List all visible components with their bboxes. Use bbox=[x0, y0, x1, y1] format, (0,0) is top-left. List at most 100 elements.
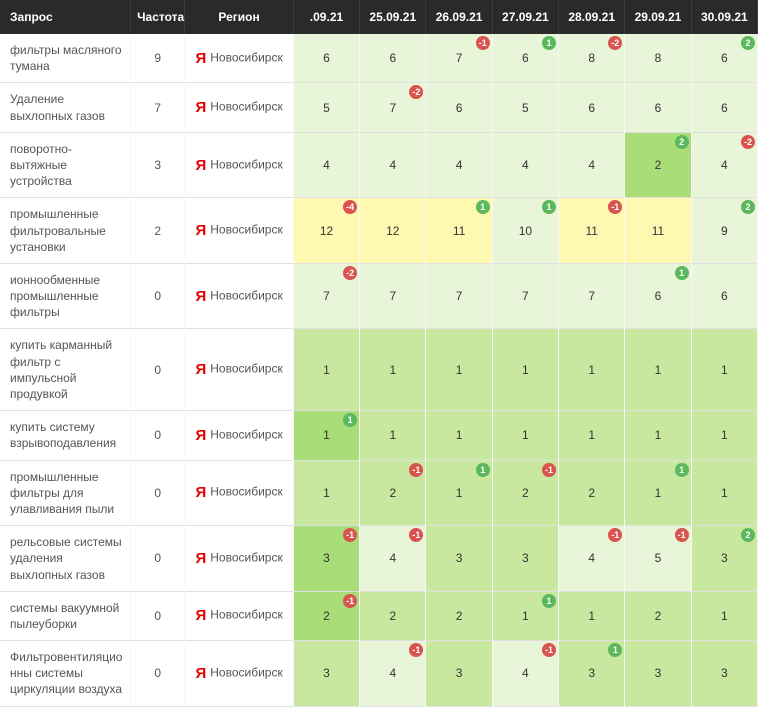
rank-cell[interactable]: 1 bbox=[559, 411, 625, 460]
rank-cell[interactable]: 4-1 bbox=[559, 526, 625, 592]
rank-cell[interactable]: 1 bbox=[691, 591, 757, 640]
query-cell[interactable]: Удаление выхлопных газов bbox=[0, 83, 131, 132]
query-cell[interactable]: системы вакуумной пылеуборки bbox=[0, 591, 131, 640]
query-cell[interactable]: ионнообменные промышленные фильтры bbox=[0, 263, 131, 329]
rank-cell[interactable]: 8-2 bbox=[559, 34, 625, 83]
delta-up-badge: 2 bbox=[741, 36, 755, 50]
rank-cell[interactable]: 6 bbox=[691, 263, 757, 329]
rank-cell[interactable]: 4 bbox=[426, 132, 492, 198]
rank-cell[interactable]: 12-4 bbox=[293, 198, 359, 264]
rank-cell[interactable]: 7 bbox=[492, 263, 558, 329]
rank-cell[interactable]: 62 bbox=[691, 34, 757, 83]
rank-cell[interactable]: 4-1 bbox=[360, 526, 426, 592]
rank-cell[interactable]: 1 bbox=[426, 411, 492, 460]
rank-cell[interactable]: 7 bbox=[360, 263, 426, 329]
col-query[interactable]: Запрос bbox=[0, 0, 131, 34]
rank-cell[interactable]: 1 bbox=[691, 411, 757, 460]
rank-cell[interactable]: 6 bbox=[625, 83, 691, 132]
rank-cell[interactable]: 2-1 bbox=[360, 460, 426, 526]
rank-cell[interactable]: 4 bbox=[293, 132, 359, 198]
rank-cell[interactable]: 1 bbox=[492, 411, 558, 460]
rank-cell[interactable]: 32 bbox=[691, 526, 757, 592]
rank-cell[interactable]: 7 bbox=[559, 263, 625, 329]
col-date-6[interactable]: 30.09.21 bbox=[691, 0, 757, 34]
rank-cell[interactable]: 111 bbox=[426, 198, 492, 264]
rank-cell[interactable]: 2-1 bbox=[492, 460, 558, 526]
query-cell[interactable]: купить карманный фильтр с импульсной про… bbox=[0, 329, 131, 411]
rank-cell[interactable]: 3 bbox=[691, 641, 757, 707]
rank-cell[interactable]: 7 bbox=[426, 263, 492, 329]
rank-cell[interactable]: 5 bbox=[492, 83, 558, 132]
rank-cell[interactable]: 7-2 bbox=[293, 263, 359, 329]
rank-cell[interactable]: 7-2 bbox=[360, 83, 426, 132]
rank-cell[interactable]: 6 bbox=[691, 83, 757, 132]
rank-cell[interactable]: 1 bbox=[559, 329, 625, 411]
rank-cell[interactable]: 5 bbox=[293, 83, 359, 132]
rank-cell[interactable]: 7-1 bbox=[426, 34, 492, 83]
rank-cell[interactable]: 22 bbox=[625, 132, 691, 198]
rank-cell[interactable]: 4 bbox=[559, 132, 625, 198]
rank-cell[interactable]: 12 bbox=[360, 198, 426, 264]
rank-cell[interactable]: 1 bbox=[625, 329, 691, 411]
rank-cell[interactable]: 11 bbox=[426, 460, 492, 526]
query-cell[interactable]: промышленные фильтры для улавливания пыл… bbox=[0, 460, 131, 526]
rank-cell[interactable]: 1 bbox=[360, 329, 426, 411]
col-date-1[interactable]: 25.09.21 bbox=[360, 0, 426, 34]
rank-cell[interactable]: 1 bbox=[625, 411, 691, 460]
rank-cell[interactable]: 2 bbox=[559, 460, 625, 526]
rank-cell[interactable]: 31 bbox=[559, 641, 625, 707]
rank-cell[interactable]: 2-1 bbox=[293, 591, 359, 640]
rank-cell[interactable]: 1 bbox=[426, 329, 492, 411]
rank-value: 4 bbox=[522, 666, 529, 680]
rank-cell[interactable]: 101 bbox=[492, 198, 558, 264]
rank-cell[interactable]: 11 bbox=[625, 198, 691, 264]
col-freq[interactable]: Частота bbox=[131, 0, 185, 34]
rank-cell[interactable]: 6 bbox=[360, 34, 426, 83]
query-cell[interactable]: поворотно-вытяжные устройства bbox=[0, 132, 131, 198]
rank-cell[interactable]: 11 bbox=[625, 460, 691, 526]
rank-cell[interactable]: 3-1 bbox=[293, 526, 359, 592]
rank-cell[interactable]: 4-1 bbox=[492, 641, 558, 707]
rank-cell[interactable]: 3 bbox=[625, 641, 691, 707]
rank-cell[interactable]: 11-1 bbox=[559, 198, 625, 264]
rank-cell[interactable]: 61 bbox=[492, 34, 558, 83]
rank-cell[interactable]: 3 bbox=[426, 526, 492, 592]
rank-cell[interactable]: 2 bbox=[360, 591, 426, 640]
col-date-3[interactable]: 27.09.21 bbox=[492, 0, 558, 34]
col-date-5[interactable]: 29.09.21 bbox=[625, 0, 691, 34]
col-region[interactable]: Регион bbox=[185, 0, 294, 34]
rank-cell[interactable]: 1 bbox=[691, 460, 757, 526]
rank-cell[interactable]: 61 bbox=[625, 263, 691, 329]
col-date-2[interactable]: 26.09.21 bbox=[426, 0, 492, 34]
rank-cell[interactable]: 6 bbox=[426, 83, 492, 132]
rank-cell[interactable]: 2 bbox=[625, 591, 691, 640]
rank-cell[interactable]: 3 bbox=[492, 526, 558, 592]
rank-cell[interactable]: 11 bbox=[293, 411, 359, 460]
rank-cell[interactable]: 4 bbox=[492, 132, 558, 198]
rank-cell[interactable]: 5-1 bbox=[625, 526, 691, 592]
rank-cell[interactable]: 1 bbox=[293, 460, 359, 526]
rank-cell[interactable]: 4-2 bbox=[691, 132, 757, 198]
rank-cell[interactable]: 11 bbox=[492, 591, 558, 640]
rank-cell[interactable]: 1 bbox=[691, 329, 757, 411]
rank-cell[interactable]: 92 bbox=[691, 198, 757, 264]
rank-cell[interactable]: 1 bbox=[559, 591, 625, 640]
rank-cell[interactable]: 8 bbox=[625, 34, 691, 83]
rank-cell[interactable]: 6 bbox=[293, 34, 359, 83]
query-cell[interactable]: рельсовые системы удаления выхлопных газ… bbox=[0, 526, 131, 592]
query-cell[interactable]: Фильтровентиляционны системы циркуляции … bbox=[0, 641, 131, 707]
rank-cell[interactable]: 2 bbox=[426, 591, 492, 640]
col-date-0[interactable]: .09.21 bbox=[293, 0, 359, 34]
rank-cell[interactable]: 3 bbox=[426, 641, 492, 707]
rank-cell[interactable]: 6 bbox=[559, 83, 625, 132]
rank-cell[interactable]: 4-1 bbox=[360, 641, 426, 707]
query-cell[interactable]: купить систему взрывоподавления bbox=[0, 411, 131, 460]
rank-cell[interactable]: 1 bbox=[360, 411, 426, 460]
query-cell[interactable]: фильтры масляного тумана bbox=[0, 34, 131, 83]
rank-cell[interactable]: 1 bbox=[492, 329, 558, 411]
col-date-4[interactable]: 28.09.21 bbox=[559, 0, 625, 34]
rank-cell[interactable]: 3 bbox=[293, 641, 359, 707]
rank-cell[interactable]: 4 bbox=[360, 132, 426, 198]
query-cell[interactable]: промышленные фильтровальные установки bbox=[0, 198, 131, 264]
rank-cell[interactable]: 1 bbox=[293, 329, 359, 411]
